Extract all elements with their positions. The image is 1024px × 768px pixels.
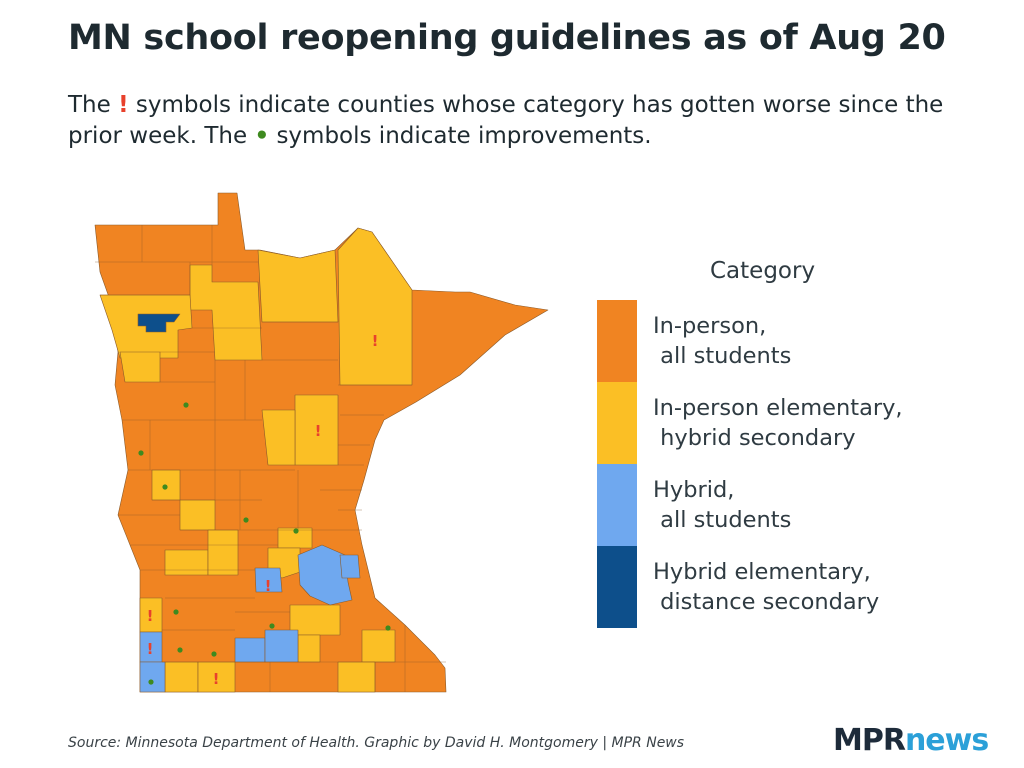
legend-label: Hybrid elementary, distance secondary bbox=[653, 559, 880, 615]
legend-item-hybrid-distance: Hybrid elementary, distance secondary bbox=[597, 546, 997, 628]
better-marker-icon bbox=[138, 450, 144, 456]
county-region-27 bbox=[137, 313, 181, 333]
subtitle-text-3: symbols indicate improvements. bbox=[269, 123, 652, 149]
legend-label: In-person elementary, hybrid secondary bbox=[653, 395, 903, 451]
county-region-11 bbox=[277, 527, 313, 549]
better-marker-icon bbox=[211, 651, 217, 657]
county-region-16 bbox=[361, 629, 396, 663]
legend-item-in-person-elementary: In-person elementary, hybrid secondary bbox=[597, 382, 997, 464]
county-region-2 bbox=[337, 227, 413, 386]
legend-swatch bbox=[597, 382, 637, 464]
worse-marker-icon: ! bbox=[372, 332, 379, 350]
county-region-24 bbox=[139, 661, 166, 693]
better-marker-icon bbox=[177, 647, 183, 653]
county-region-22 bbox=[254, 567, 283, 593]
county-region-26 bbox=[264, 629, 299, 663]
better-symbol-icon: • bbox=[254, 123, 270, 149]
county-region-4 bbox=[119, 351, 161, 383]
county-region-20 bbox=[297, 544, 353, 606]
better-marker-icon bbox=[162, 484, 168, 490]
county-region-25 bbox=[234, 637, 266, 663]
legend-item-hybrid: Hybrid, all students bbox=[597, 464, 997, 546]
worse-marker-icon: ! bbox=[315, 422, 322, 440]
legend-label: In-person, all students bbox=[653, 313, 792, 369]
page-title: MN school reopening guidelines as of Aug… bbox=[68, 18, 946, 58]
legend-title: Category bbox=[710, 258, 816, 284]
legend-label: Hybrid, all students bbox=[653, 477, 792, 533]
better-marker-icon bbox=[243, 517, 249, 523]
worse-marker-icon: ! bbox=[147, 640, 154, 658]
subtitle: The ! symbols indicate counties whose ca… bbox=[68, 90, 988, 152]
county-region-6 bbox=[261, 409, 296, 466]
worse-marker-icon: ! bbox=[147, 607, 154, 625]
county-region-19 bbox=[337, 661, 376, 693]
legend-swatch bbox=[597, 300, 637, 382]
subtitle-text-2: symbols indicate counties whose category… bbox=[68, 92, 944, 149]
mpr-news-logo: MPRnews bbox=[833, 723, 989, 758]
county-region-8 bbox=[179, 499, 216, 531]
worse-marker-icon: ! bbox=[213, 670, 220, 688]
county-region-10 bbox=[207, 529, 239, 576]
legend-item-in-person: In-person, all students bbox=[597, 300, 997, 382]
source-note: Source: Minnesota Department of Health. … bbox=[68, 735, 685, 751]
worse-marker-icon: ! bbox=[265, 577, 272, 595]
county-region-14 bbox=[289, 604, 341, 636]
legend-swatch bbox=[597, 546, 637, 628]
legend-swatch bbox=[597, 464, 637, 546]
better-marker-icon bbox=[385, 625, 391, 631]
county-region-9 bbox=[164, 549, 209, 576]
worse-symbol-icon: ! bbox=[118, 92, 129, 118]
better-marker-icon bbox=[173, 609, 179, 615]
better-marker-icon bbox=[183, 402, 189, 408]
county-region-17 bbox=[164, 661, 199, 693]
better-marker-icon bbox=[148, 679, 154, 685]
county-region-0 bbox=[257, 249, 339, 323]
county-region-15 bbox=[297, 634, 321, 663]
better-marker-icon bbox=[269, 623, 275, 629]
better-marker-icon bbox=[293, 528, 299, 534]
subtitle-text-1: The bbox=[68, 92, 119, 118]
county-region-21 bbox=[339, 554, 361, 579]
